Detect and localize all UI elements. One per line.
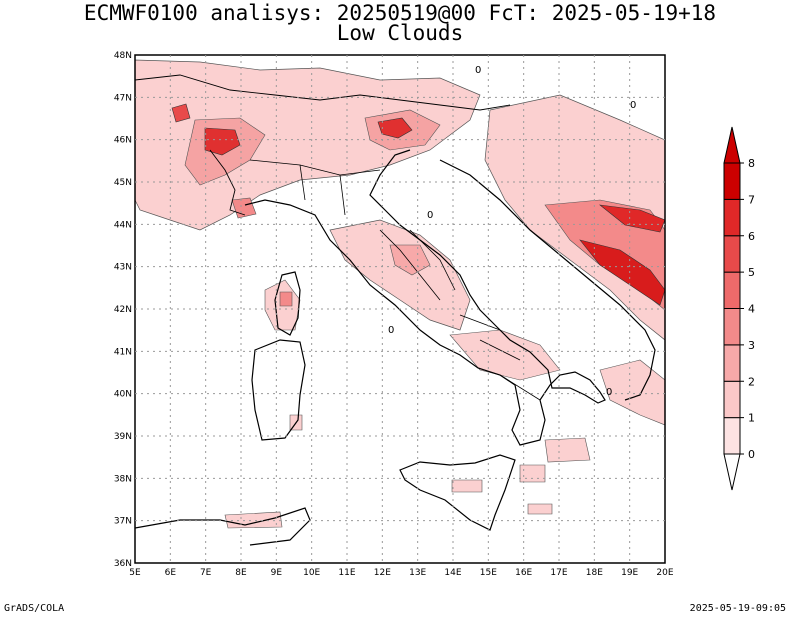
cloud-area-apennines [329,219,471,331]
lon-label: 14E [444,568,461,578]
cloud-area-balkans-core-2 [598,204,665,233]
colorbar-swatch [723,380,741,419]
lon-tick-labels: 5E 6E 7E 8E 9E 10E 11E 12E 13E 14E 15E 16E 17E 18E 19E… [129,568,674,578]
cloud-area-sicily-n [451,479,483,493]
colorbar-label: 2 [748,375,755,388]
lat-label: 38N [114,474,132,484]
low-cloud-field [135,59,665,529]
lat-label: 43N [114,263,132,273]
cloud-area-south [449,329,561,381]
contour-label: 0 [606,387,612,398]
cloud-area-nw-core [171,103,191,123]
lat-label: 47N [114,93,132,103]
colorbar-max-triangle [723,126,741,164]
colorbar-label: 8 [748,157,755,170]
cloud-area-alps-core [204,127,241,156]
colorbar-label: 3 [748,339,755,352]
colorbar-swatch [723,417,741,455]
lat-label: 48N [114,51,132,61]
cloud-area-apennines-core [389,244,431,276]
lat-label: 37N [114,517,132,527]
colorbar-label: 4 [748,303,755,316]
lon-label: 18E [586,568,603,578]
colorbar-label: 6 [748,230,755,243]
title-line-1: ECMWF0100 analisys: 20250519@00 FcT: 202… [83,1,717,25]
corsica-coastline [274,271,301,336]
lat-label: 41N [114,347,132,357]
french-border [209,149,246,216]
lon-label: 15E [480,568,497,578]
colorbar-label: 5 [748,266,755,279]
lon-label: 11E [338,568,355,578]
sicily-coastline [399,454,516,531]
lat-label: 40N [114,390,132,400]
lon-label: 6E [165,568,177,578]
lon-label: 13E [409,568,426,578]
footer-right: 2025-05-19-09:05 [689,603,786,614]
cloud-area-east-alps-core [377,117,413,139]
regional-borders [249,159,541,401]
lon-label: 9E [271,568,283,578]
sardinia-coastline [251,339,306,441]
contour-label: 0 [388,325,394,336]
lat-label: 42N [114,305,132,315]
title-line-2: Low Clouds [336,21,464,45]
lat-label: 45N [114,178,132,188]
colorbar-swatch [723,162,741,200]
colorbar-min-triangle [723,453,741,491]
colorbar-label: 1 [748,412,755,425]
cloud-area-ionian [544,437,591,463]
footer-left: GrADS/COLA [4,603,65,614]
balkan-coastline [439,159,656,401]
lon-label: 19E [621,568,638,578]
colorbar-swatch [723,235,741,273]
lon-label: 20E [656,568,673,578]
lat-label: 39N [114,432,132,442]
colorbar-swatch [723,344,741,382]
lon-label: 17E [550,568,567,578]
graticule [135,55,665,563]
cloud-area-sicily-s [527,503,553,515]
colorbar: 0 1 2 3 4 5 6 7 8 [723,126,755,491]
cloud-area-africa [224,511,283,529]
africa-coastline [135,507,311,546]
colorbar-label: 7 [748,193,755,206]
lon-label: 16E [515,568,532,578]
colorbar-swatch [723,271,741,309]
lon-label: 12E [374,568,391,578]
lat-label: 46N [114,136,132,146]
contour-label: 0 [475,65,481,76]
lon-label: 7E [200,568,212,578]
lon-label: 8E [235,568,247,578]
colorbar-label: 0 [748,448,755,461]
italy-coastline [244,149,606,446]
contour-label: 0 [427,210,433,221]
lon-label: 5E [129,568,141,578]
lon-label: 10E [303,568,320,578]
lat-label: 36N [114,559,132,569]
cloud-area-balkans-core [579,239,665,306]
contour-labels: 0 0 0 0 0 [388,65,636,398]
coastlines [135,74,656,546]
lat-label: 44N [114,220,132,230]
cloud-area-corsica-core [279,291,293,307]
cloud-area-alps [135,59,481,231]
cloud-area-sicily-ne [519,464,546,483]
colorbar-swatch [723,198,741,237]
contour-label: 0 [630,100,636,111]
colorbar-swatch [723,308,741,346]
lat-tick-labels: 48N 47N 46N 45N 44N 43N 42N 41N 40N 39N 38N 37N 36N [114,51,132,569]
